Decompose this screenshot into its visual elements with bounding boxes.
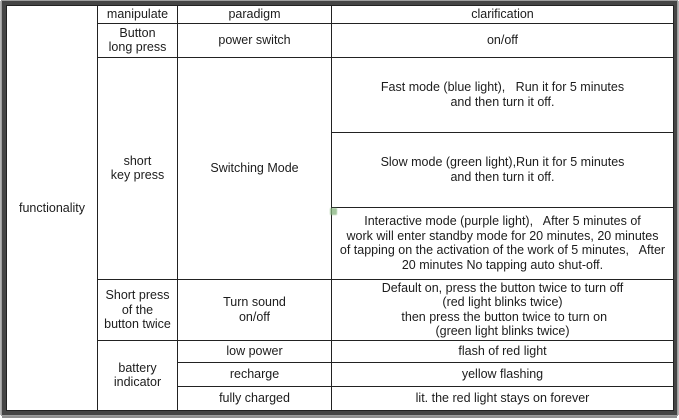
battery-recharge-clarification-cell: yellow flashing [331,361,674,387]
slow-mode-cell: Slow mode (green light),Run it for 5 min… [331,131,674,208]
table-row: fully charged lit. the red light stays o… [7,385,674,412]
green-artifact-dot [330,208,337,215]
battery-low-power-clarification-cell: flash of red light [331,339,674,363]
battery-fully-charged-cell: fully charged [177,385,332,412]
interactive-mode-cell: Interactive mode (purple light), After 5… [331,206,674,280]
sound-paradigm-cell: Turn sound on/off [177,278,332,341]
table-row: Button long press power switch on/off [7,22,674,58]
functionality-table: functionality manipulate paradigm clarif… [6,5,674,412]
switching-paradigm-cell: Switching Mode [177,56,332,280]
power-clarification-cell: on/off [331,22,674,58]
battery-fully-charged-clarification-cell: lit. the red light stays on forever [331,385,674,412]
table-row: Short press of the button twice Turn sou… [7,278,674,341]
battery-low-power-cell: low power [177,339,332,363]
table-row: Slow mode (green light),Run it for 5 min… [7,131,674,208]
sound-clarification-cell: Default on, press the button twice to tu… [331,278,674,341]
header-clarification: clarification [331,5,674,24]
battery-recharge-cell: recharge [177,361,332,387]
switching-manipulate-cell: short key press [97,56,178,280]
power-paradigm-cell: power switch [177,22,332,58]
sound-manipulate-cell: Short press of the button twice [97,278,178,341]
header-paradigm: paradigm [177,5,332,24]
header-manipulate: manipulate [97,5,178,24]
power-manipulate-cell: Button long press [97,22,178,58]
table-row: short key press Switching Mode Fast mode… [7,56,674,280]
battery-manipulate-cell: battery indicator [97,339,178,412]
fast-mode-cell: Fast mode (blue light), Run it for 5 min… [331,56,674,133]
table-row: recharge yellow flashing [7,361,674,387]
functionality-cell: functionality [6,5,98,411]
table-row: Interactive mode (purple light), After 5… [7,206,674,280]
table-row: battery indicator low power flash of red… [7,339,674,412]
